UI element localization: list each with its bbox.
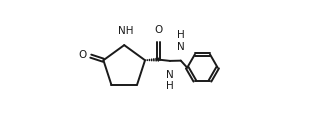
Text: O: O bbox=[154, 25, 162, 35]
Text: O: O bbox=[79, 51, 87, 60]
Text: NH: NH bbox=[118, 26, 133, 36]
Text: H
N: H N bbox=[177, 30, 185, 52]
Text: N
H: N H bbox=[166, 70, 173, 91]
